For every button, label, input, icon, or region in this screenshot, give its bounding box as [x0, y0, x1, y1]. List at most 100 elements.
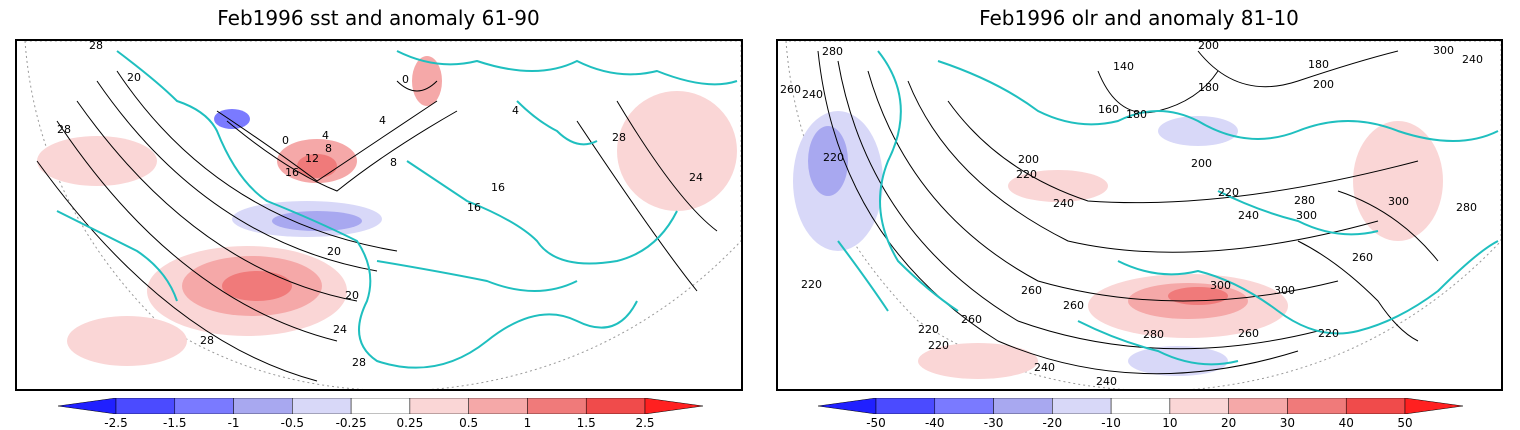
sst-map: 28 20 28 0 4 8 12 16 0 4 8 4 16 20 20 24… — [15, 39, 743, 391]
olr-contour-label: 220 — [918, 323, 939, 336]
colorbar-bin — [817, 397, 877, 415]
cool-anomaly-sw — [1128, 346, 1228, 376]
colorbar-bin — [1345, 397, 1406, 415]
olr-contour-label: 280 — [1294, 194, 1315, 207]
colorbar-bin — [934, 397, 994, 415]
sst-contour-label: 16 — [467, 201, 481, 214]
olr-contour-label: 240 — [1238, 209, 1259, 222]
colorbar-bin — [1228, 397, 1288, 415]
colorbar-bin — [409, 397, 469, 415]
olr-contour-label: 300 — [1388, 195, 1409, 208]
olr-contour-label: 180 — [1198, 81, 1219, 94]
sst-contours — [36, 70, 718, 382]
warm-anomaly-sw — [918, 343, 1038, 379]
colorbar-tick-label: 50 — [1397, 416, 1413, 430]
olr-contour-label: 260 — [961, 313, 982, 326]
sst-contour-label: 28 — [200, 334, 214, 347]
colorbar-bin — [57, 397, 117, 415]
olr-contour-label: 240 — [1462, 53, 1483, 66]
olr-colorbar-scale — [817, 397, 1464, 415]
sst-contour-label: 28 — [57, 123, 71, 136]
colorbar-tick-label: 1.5 — [576, 416, 596, 430]
olr-contour-label: 280 — [1456, 201, 1477, 214]
olr-contour-label: 240 — [1053, 197, 1074, 210]
colorbar-bin — [174, 397, 234, 415]
colorbar-tick-label: -10 — [1101, 416, 1121, 430]
colorbar-tick-label: 2.5 — [635, 416, 655, 430]
sst-panel-title: Feb1996 sst and anomaly 61-90 — [217, 6, 540, 30]
warm-anomaly-east — [1353, 121, 1443, 241]
colorbar-tick-label: -1 — [227, 416, 240, 430]
coastlines — [837, 50, 1499, 366]
warm-anomaly-atlantic-peak — [222, 271, 292, 301]
sst-contour-label: 28 — [352, 356, 366, 369]
olr-contour-labels: 280 260 240 220 140 160 180 180 200 200 … — [780, 41, 1483, 388]
sst-contour-label: 28 — [89, 41, 103, 52]
colorbar-bin — [350, 397, 411, 415]
olr-contour-label: 260 — [1021, 284, 1042, 297]
colorbar-tick-label: -50 — [866, 416, 886, 430]
colorbar-tick-label: -30 — [983, 416, 1004, 430]
olr-contour-label: 240 — [1096, 375, 1117, 388]
sst-map-canvas: 28 20 28 0 4 8 12 16 0 4 8 4 16 20 20 24… — [24, 41, 741, 389]
colorbar-tick-label: -2.5 — [104, 416, 128, 430]
sst-contour-label: 20 — [127, 71, 141, 84]
colorbar-bin — [1287, 397, 1347, 415]
colorbar-bin — [468, 397, 528, 415]
sst-contour-label: 24 — [333, 323, 347, 336]
olr-contour-label: 260 — [1238, 327, 1259, 340]
olr-contour-label: 160 — [1098, 103, 1119, 116]
warm-anomaly-east — [617, 91, 737, 211]
colorbar-tick-label: -40 — [924, 416, 945, 430]
colorbar-bin — [233, 397, 293, 415]
colorbar-tick-label: 20 — [1221, 416, 1237, 430]
sst-contour-label: 28 — [612, 131, 626, 144]
olr-contour-label: 200 — [1198, 41, 1219, 52]
colorbar-bin — [644, 397, 704, 415]
olr-contour-label: 200 — [1191, 157, 1212, 170]
cool-anomaly-labrador — [214, 109, 250, 129]
cool-anomaly-north — [1158, 116, 1238, 146]
olr-panel-title: Feb1996 olr and anomaly 81-10 — [979, 6, 1299, 30]
sst-contour-label: 0 — [402, 73, 409, 86]
olr-contour-label: 200 — [1018, 153, 1039, 166]
olr-contour-label: 140 — [1113, 60, 1134, 73]
warm-anomaly-south — [67, 316, 187, 366]
colorbar-tick-label: 40 — [1338, 416, 1354, 430]
olr-contour-label: 240 — [802, 88, 823, 101]
sst-colorbar: -2.5 -1.5 -1 -0.5 -0.25 0.25 0.5 1 1.5 2.5 — [57, 397, 704, 430]
olr-contour-label: 300 — [1210, 279, 1231, 292]
warm-anomaly-mid — [1008, 170, 1108, 202]
olr-contour-label: 300 — [1296, 209, 1317, 222]
sst-contour-label: 8 — [325, 142, 332, 155]
colorbar-bin — [585, 397, 646, 415]
sst-contour-label: 16 — [285, 166, 299, 179]
colorbar-tick-label: 0.25 — [396, 416, 424, 430]
sst-contour-label: 8 — [390, 156, 397, 169]
warm-anomaly-west — [37, 136, 157, 186]
colorbar-tick-label: 30 — [1279, 416, 1296, 430]
colorbar-bin — [875, 397, 936, 415]
sst-contour-labels: 28 20 28 0 4 8 12 16 0 4 8 4 16 20 20 24… — [57, 41, 703, 369]
colorbar-bin — [1052, 397, 1112, 415]
coastlines — [56, 50, 738, 369]
warm-anomaly-north-core — [297, 154, 337, 178]
olr-contour-label: 260 — [1063, 299, 1084, 312]
colorbar-tick-label: 10 — [1162, 416, 1178, 430]
sst-contour-label: 20 — [345, 289, 359, 302]
olr-contour-label: 180 — [1308, 58, 1329, 71]
sst-contour-label: 24 — [689, 171, 703, 184]
colorbar-tick-label: -0.5 — [280, 416, 305, 430]
olr-contour-label: 280 — [1143, 328, 1164, 341]
colorbar-bin — [292, 397, 352, 415]
olr-contour-label: 300 — [1274, 284, 1295, 297]
olr-contour-label: 200 — [1313, 78, 1334, 91]
olr-contour-label: 280 — [822, 45, 843, 58]
hemisphere-edge — [785, 41, 1501, 389]
sst-contour-label: 20 — [327, 245, 341, 258]
olr-contour-label: 240 — [1034, 361, 1055, 374]
olr-contour-label: 220 — [1318, 327, 1339, 340]
colorbar-tick-label: -1.5 — [163, 416, 187, 430]
colorbar-tick-label: 1 — [523, 416, 532, 430]
sst-contour-label: 12 — [305, 152, 319, 165]
